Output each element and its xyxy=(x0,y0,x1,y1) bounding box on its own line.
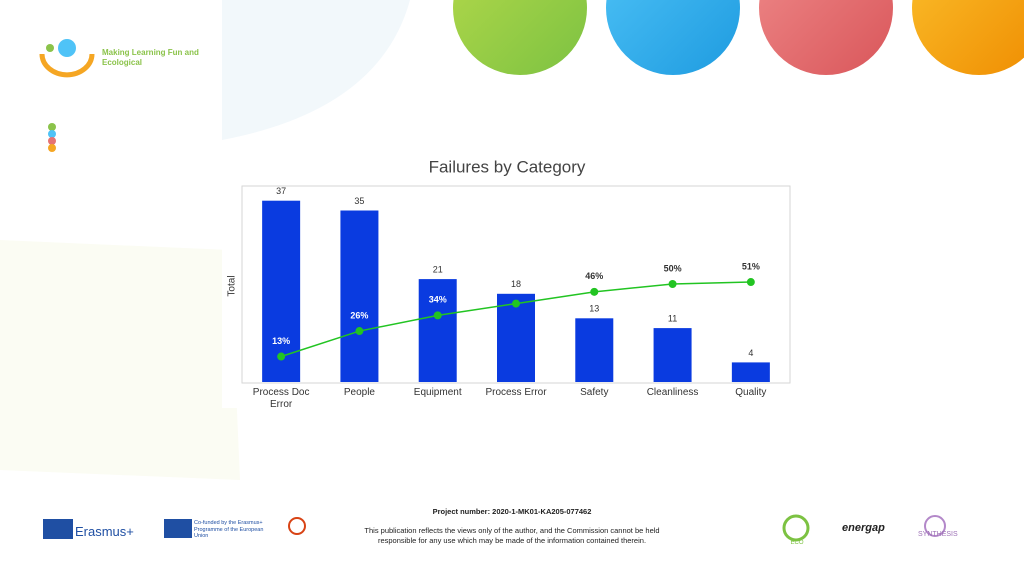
decor-circle xyxy=(453,0,587,75)
line-point xyxy=(277,352,286,361)
logo xyxy=(39,39,95,78)
data-label: 35 xyxy=(354,196,364,206)
data-label: 4 xyxy=(748,348,753,358)
decor-shape xyxy=(0,240,240,480)
decor-circle xyxy=(606,0,740,75)
partner-name: ECO xyxy=(790,540,804,546)
line-label: 26% xyxy=(350,310,368,320)
eu-label: Co-funded by the Erasmus+ Programme of t… xyxy=(194,520,264,539)
x-tick-label: Equipment xyxy=(413,387,462,398)
erasmus-flag xyxy=(43,519,73,539)
side-dots xyxy=(48,123,56,152)
line-point xyxy=(668,280,677,288)
chart-title: Failures by Category xyxy=(429,157,586,176)
x-tick-label: Process Error xyxy=(485,387,547,398)
bar xyxy=(731,362,770,382)
line-label: 50% xyxy=(664,263,682,273)
line-point xyxy=(746,278,755,287)
partner-logo xyxy=(782,514,810,542)
data-label: 13 xyxy=(589,304,599,314)
x-tick-label: Process Doc Error xyxy=(252,387,310,410)
x-tick-label: Quality xyxy=(735,387,767,398)
x-tick-label: Safety xyxy=(580,387,609,398)
partner-logo xyxy=(288,517,306,535)
line-label: 46% xyxy=(585,271,603,281)
data-label: 18 xyxy=(511,279,521,289)
project-number: Project number: 2020-1-MK01-KA205-077462 xyxy=(432,507,592,516)
plot-frame xyxy=(241,185,791,384)
line-label: 34% xyxy=(429,295,447,305)
bar xyxy=(575,318,614,382)
line-point xyxy=(590,287,599,296)
line-point xyxy=(355,327,364,336)
data-label: 37 xyxy=(276,186,286,196)
bar xyxy=(497,293,535,382)
y-axis-label: Total xyxy=(227,275,238,296)
partner-name: SYNTHESIS xyxy=(918,531,958,538)
partner-logo xyxy=(924,515,946,537)
data-label: 21 xyxy=(433,264,443,274)
x-tick-label: People xyxy=(343,387,375,398)
decor-circle xyxy=(912,0,1024,75)
line-label: 51% xyxy=(742,261,760,271)
decor-circle xyxy=(759,0,893,75)
line-label: 13% xyxy=(272,336,290,346)
data-label: 11 xyxy=(668,313,677,323)
disclaimer: This publication reflects the views only… xyxy=(364,526,660,545)
bar xyxy=(653,328,692,382)
partner-name: energap xyxy=(842,522,885,534)
bar xyxy=(340,210,379,382)
bar xyxy=(418,279,457,382)
erasmus-label: Erasmus+ xyxy=(75,524,134,539)
x-tick-label: Cleanliness xyxy=(646,387,699,398)
line-point xyxy=(512,299,520,308)
tagline: Making Learning Fun and Ecological xyxy=(102,48,199,67)
eu-flag xyxy=(164,519,192,538)
decor-shape xyxy=(222,0,410,140)
line-point xyxy=(433,311,442,320)
